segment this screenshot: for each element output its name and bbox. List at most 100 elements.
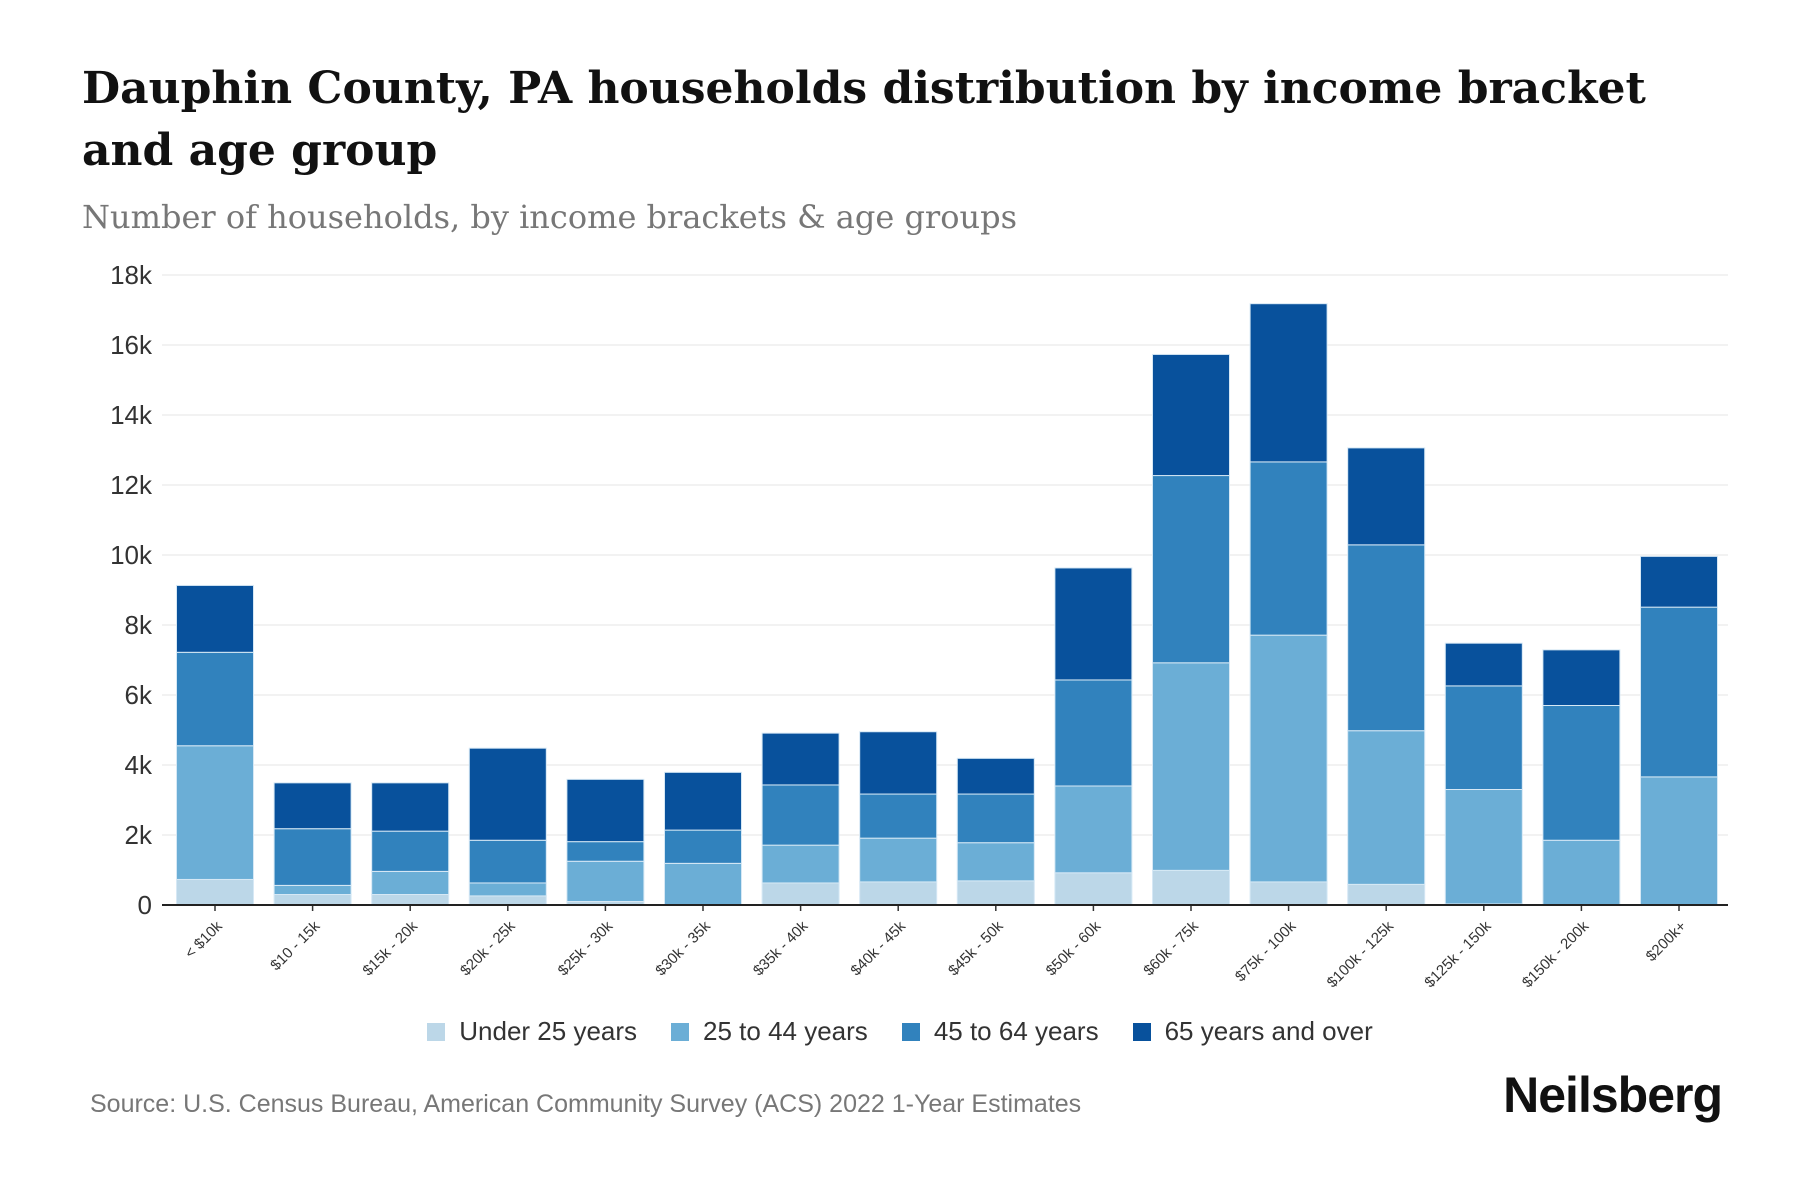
- x-tick-label: $35k - 40k: [750, 917, 812, 979]
- bar-segment: [371, 782, 450, 832]
- y-tick-label: 8k: [125, 610, 153, 640]
- bar-segment: [176, 584, 254, 653]
- x-tick-label: $25k - 30k: [555, 917, 617, 979]
- bar-segment: [1444, 685, 1523, 791]
- bar-segment: [273, 828, 352, 886]
- bar-segment: [468, 882, 547, 897]
- source-note: Source: U.S. Census Bureau, American Com…: [90, 1090, 1082, 1118]
- bar-segment: [566, 860, 645, 902]
- y-tick-label: 12k: [110, 470, 153, 500]
- x-tick-label: $15k - 20k: [359, 917, 421, 979]
- bar-segment: [761, 882, 840, 906]
- bar-segment: [1054, 567, 1133, 681]
- bar-segment: [761, 784, 840, 846]
- bar-segment: [859, 837, 938, 883]
- bar-segment: [1640, 555, 1718, 608]
- bar-segment: [956, 793, 1035, 844]
- legend-swatch: [901, 1022, 920, 1041]
- bar-segment: [664, 829, 742, 864]
- y-tick-label: 4k: [125, 750, 153, 780]
- bar-segment: [1640, 606, 1718, 778]
- chart-subtitle: Number of households, by income brackets…: [82, 198, 1017, 236]
- bar-segment: [371, 870, 450, 896]
- bar-segment: [1152, 662, 1230, 871]
- bar-segment: [1152, 353, 1230, 477]
- bar-segment: [1152, 475, 1230, 664]
- chart-title: Dauphin County, PA households distributi…: [82, 63, 1646, 176]
- bar-segment: [664, 771, 742, 831]
- bar-segment: [1249, 881, 1328, 906]
- bar-segment: [1542, 705, 1621, 841]
- bar-segment: [1444, 642, 1523, 687]
- bar-segment: [1054, 785, 1133, 874]
- bar-segment: [1542, 649, 1621, 706]
- legend: Under 25 years 25 to 44 years 45 to 64 y…: [0, 1016, 1800, 1047]
- y-tick-label: 18k: [110, 260, 153, 290]
- bar-segment: [273, 894, 352, 906]
- legend-item-under-25[interactable]: Under 25 years: [427, 1016, 637, 1047]
- y-tick-label: 6k: [125, 680, 153, 710]
- bar-segment: [566, 778, 645, 843]
- bar-segment: [956, 880, 1035, 906]
- bar-segment: [859, 793, 938, 839]
- x-tick-label: $30k - 35k: [652, 917, 714, 979]
- neilsberg-logo: Neilsberg: [1503, 1067, 1723, 1123]
- bar-segment: [956, 757, 1035, 795]
- bar-segment: [1152, 869, 1230, 906]
- y-tick-label: 14k: [110, 400, 153, 430]
- x-tick-label: < $10k: [182, 917, 227, 962]
- legend-swatch: [427, 1022, 446, 1041]
- legend-label: 25 to 44 years: [703, 1016, 868, 1046]
- legend-label: 45 to 64 years: [933, 1016, 1099, 1046]
- x-tick-label: $60k - 75k: [1140, 917, 1202, 979]
- x-tick-label: $200k+: [1643, 918, 1690, 965]
- bar-segment: [1347, 447, 1426, 546]
- bar-segment: [273, 884, 352, 896]
- bar-segment: [1444, 789, 1523, 905]
- bar-segment: [956, 842, 1035, 882]
- bar-segment: [468, 747, 547, 841]
- bar-segment: [664, 862, 742, 906]
- x-tick-label: $10 - 15k: [267, 917, 324, 974]
- bar-segment: [468, 839, 547, 884]
- legend-label: Under 25 years: [459, 1016, 638, 1046]
- bar-segment: [1542, 839, 1621, 906]
- bar-segment: [1640, 776, 1718, 906]
- bar-segment: [1249, 303, 1328, 463]
- bar-segment: [859, 731, 938, 795]
- bar-segment: [1249, 461, 1328, 636]
- bar-segment: [371, 830, 450, 872]
- legend-swatch: [671, 1022, 690, 1041]
- bar-segment: [176, 651, 254, 747]
- legend-item-25-44[interactable]: 25 to 44 years: [671, 1016, 868, 1047]
- bar-segment: [1054, 679, 1133, 787]
- bar-segment: [468, 895, 547, 906]
- bar-segment: [859, 881, 938, 906]
- legend-item-45-64[interactable]: 45 to 64 years: [901, 1016, 1099, 1047]
- x-tick-label: $150k - 200k: [1519, 917, 1593, 991]
- bar-segment: [1347, 544, 1426, 732]
- y-tick-label: 10k: [110, 540, 153, 570]
- x-tick-label: $45k - 50k: [945, 917, 1007, 979]
- x-tick-label: $50k - 60k: [1043, 917, 1105, 979]
- bar-segment: [1054, 872, 1133, 906]
- bar-segment: [1347, 883, 1426, 906]
- x-tick-label: $100k - 125k: [1324, 917, 1398, 991]
- x-tick-label: $20k - 25k: [457, 917, 519, 979]
- y-tick-label: 0: [138, 890, 152, 920]
- bar-segment: [761, 844, 840, 884]
- legend-label: 65 years and over: [1164, 1016, 1373, 1046]
- bar-segment: [273, 782, 352, 830]
- x-tick-label: $125k - 150k: [1421, 917, 1495, 991]
- y-tick-label: 16k: [110, 330, 153, 360]
- legend-item-65-over[interactable]: 65 years and over: [1132, 1016, 1373, 1047]
- bar-segment: [566, 841, 645, 862]
- legend-swatch: [1132, 1022, 1151, 1041]
- bar-segment: [1249, 634, 1328, 883]
- bar-segment: [761, 732, 840, 786]
- bar-segment: [371, 894, 450, 906]
- x-tick-label: $40k - 45k: [847, 917, 909, 979]
- x-tick-label: $75k - 100k: [1232, 917, 1300, 985]
- bar-segment: [1347, 730, 1426, 885]
